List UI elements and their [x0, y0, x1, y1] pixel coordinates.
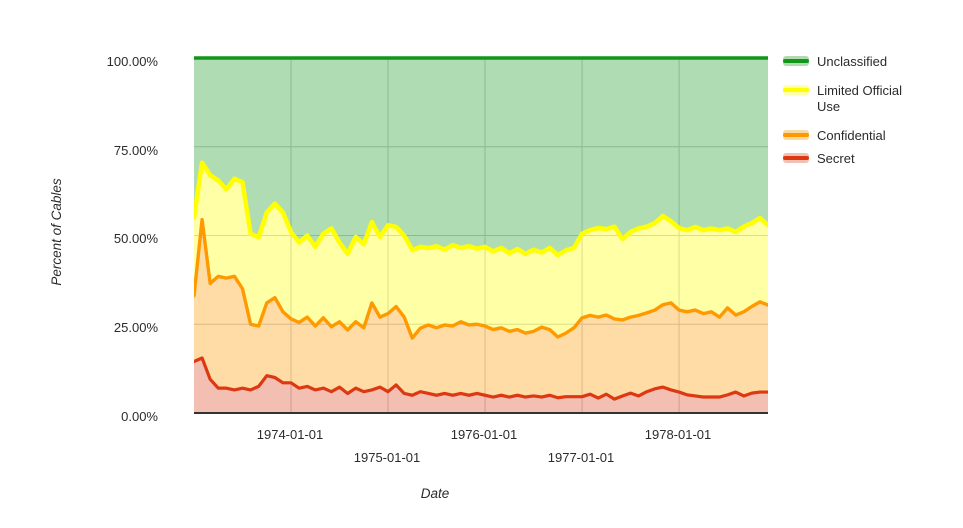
y-axis-title: Percent of Cables	[49, 178, 64, 286]
y-tick-50: 50.00%	[113, 231, 158, 246]
x-axis-title: Date	[420, 486, 450, 501]
x-tick-1975: 1975-01-01	[353, 450, 421, 465]
x-tick-1978: 1978-01-01	[644, 427, 712, 442]
y-tick-25: 25.00%	[113, 320, 158, 335]
secret-swatch-icon	[783, 153, 809, 163]
confidential-swatch-icon	[783, 130, 809, 140]
limited-official-use-swatch-icon	[783, 85, 809, 95]
y-tick-100: 100.00%	[106, 54, 158, 69]
y-tick-75: 75.00%	[113, 143, 158, 158]
legend-label-unclassified: Unclassified	[817, 54, 888, 69]
chart-canvas	[194, 56, 768, 414]
y-tick-0: 0.00%	[121, 409, 158, 424]
legend-item-confidential: Confidential	[783, 128, 917, 144]
legend-label-limited-official-use: Limited Official Use	[817, 83, 903, 114]
legend-item-unclassified: Unclassified	[783, 54, 917, 70]
x-tick-1976: 1976-01-01	[450, 427, 518, 442]
legend-item-secret: Secret	[783, 151, 917, 167]
legend-label-confidential: Confidential	[817, 128, 886, 143]
plot-area[interactable]	[194, 48, 768, 416]
legend-item-limited-official-use: Limited Official Use	[783, 83, 917, 115]
unclassified-swatch-icon	[783, 56, 809, 66]
legend-label-secret: Secret	[817, 151, 855, 166]
x-tick-1977: 1977-01-01	[547, 450, 615, 465]
x-tick-1974: 1974-01-01	[256, 427, 324, 442]
